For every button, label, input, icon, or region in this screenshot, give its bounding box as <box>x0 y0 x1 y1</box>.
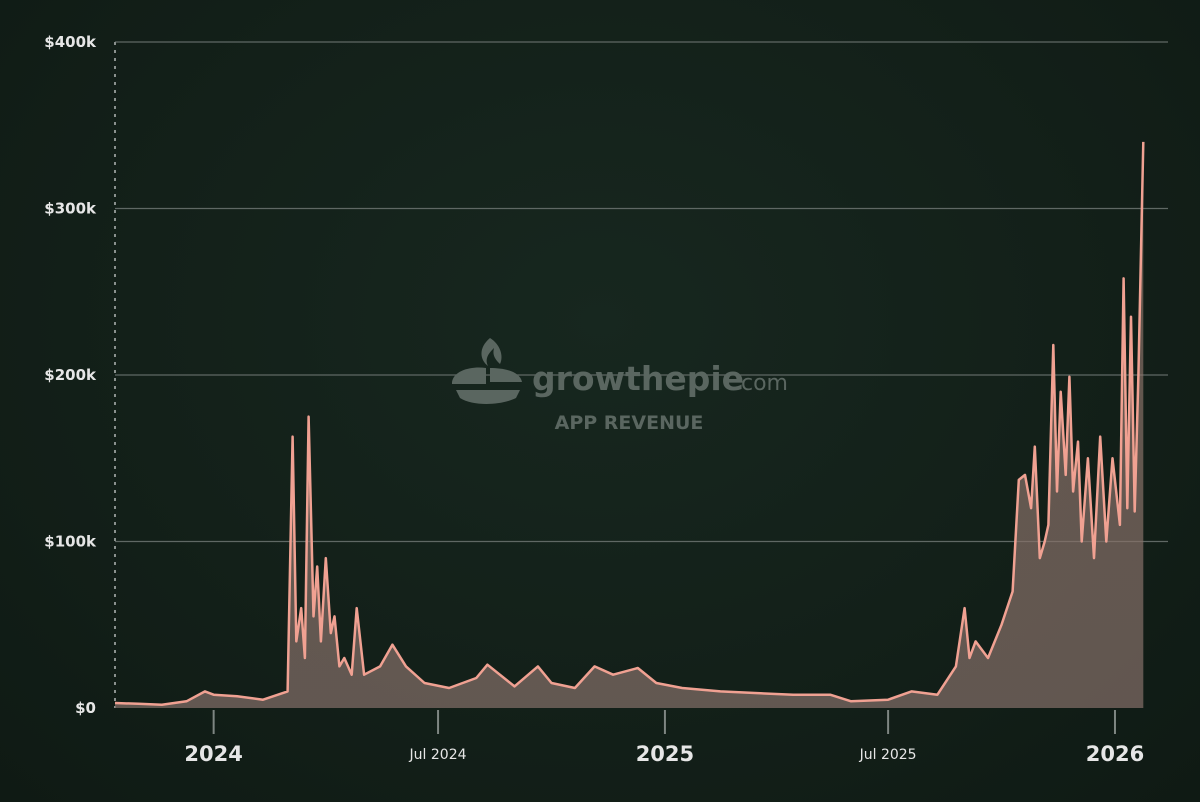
watermark-brand: growthepie <box>532 359 744 398</box>
y-grid-lines <box>115 41 1168 543</box>
x-axis-labels: 2024 Jul 2024 2025 Jul 2025 2026 <box>184 710 1144 766</box>
revenue-area <box>115 141 1144 708</box>
x-tick-label: Jul 2024 <box>409 747 467 763</box>
growthepie-logo-icon <box>452 338 522 404</box>
y-tick-label: $0 <box>75 699 96 717</box>
y-tick-label: $100k <box>44 533 97 551</box>
watermark-label: APP REVENUE <box>555 412 704 434</box>
watermark: growthepie .com APP REVENUE <box>452 338 788 434</box>
x-tick-label: 2026 <box>1086 742 1144 766</box>
y-axis-labels: $0 $100k $200k $300k $400k <box>44 33 97 717</box>
revenue-line <box>114 141 1145 706</box>
y-tick-label: $200k <box>44 366 97 384</box>
y-tick-label: $400k <box>44 33 97 51</box>
x-tick-label: 2024 <box>184 742 242 766</box>
x-tick-label: Jul 2025 <box>859 747 917 763</box>
x-tick-label: 2025 <box>636 742 694 766</box>
watermark-brand-suffix: .com <box>734 371 788 396</box>
y-tick-label: $300k <box>44 200 97 218</box>
